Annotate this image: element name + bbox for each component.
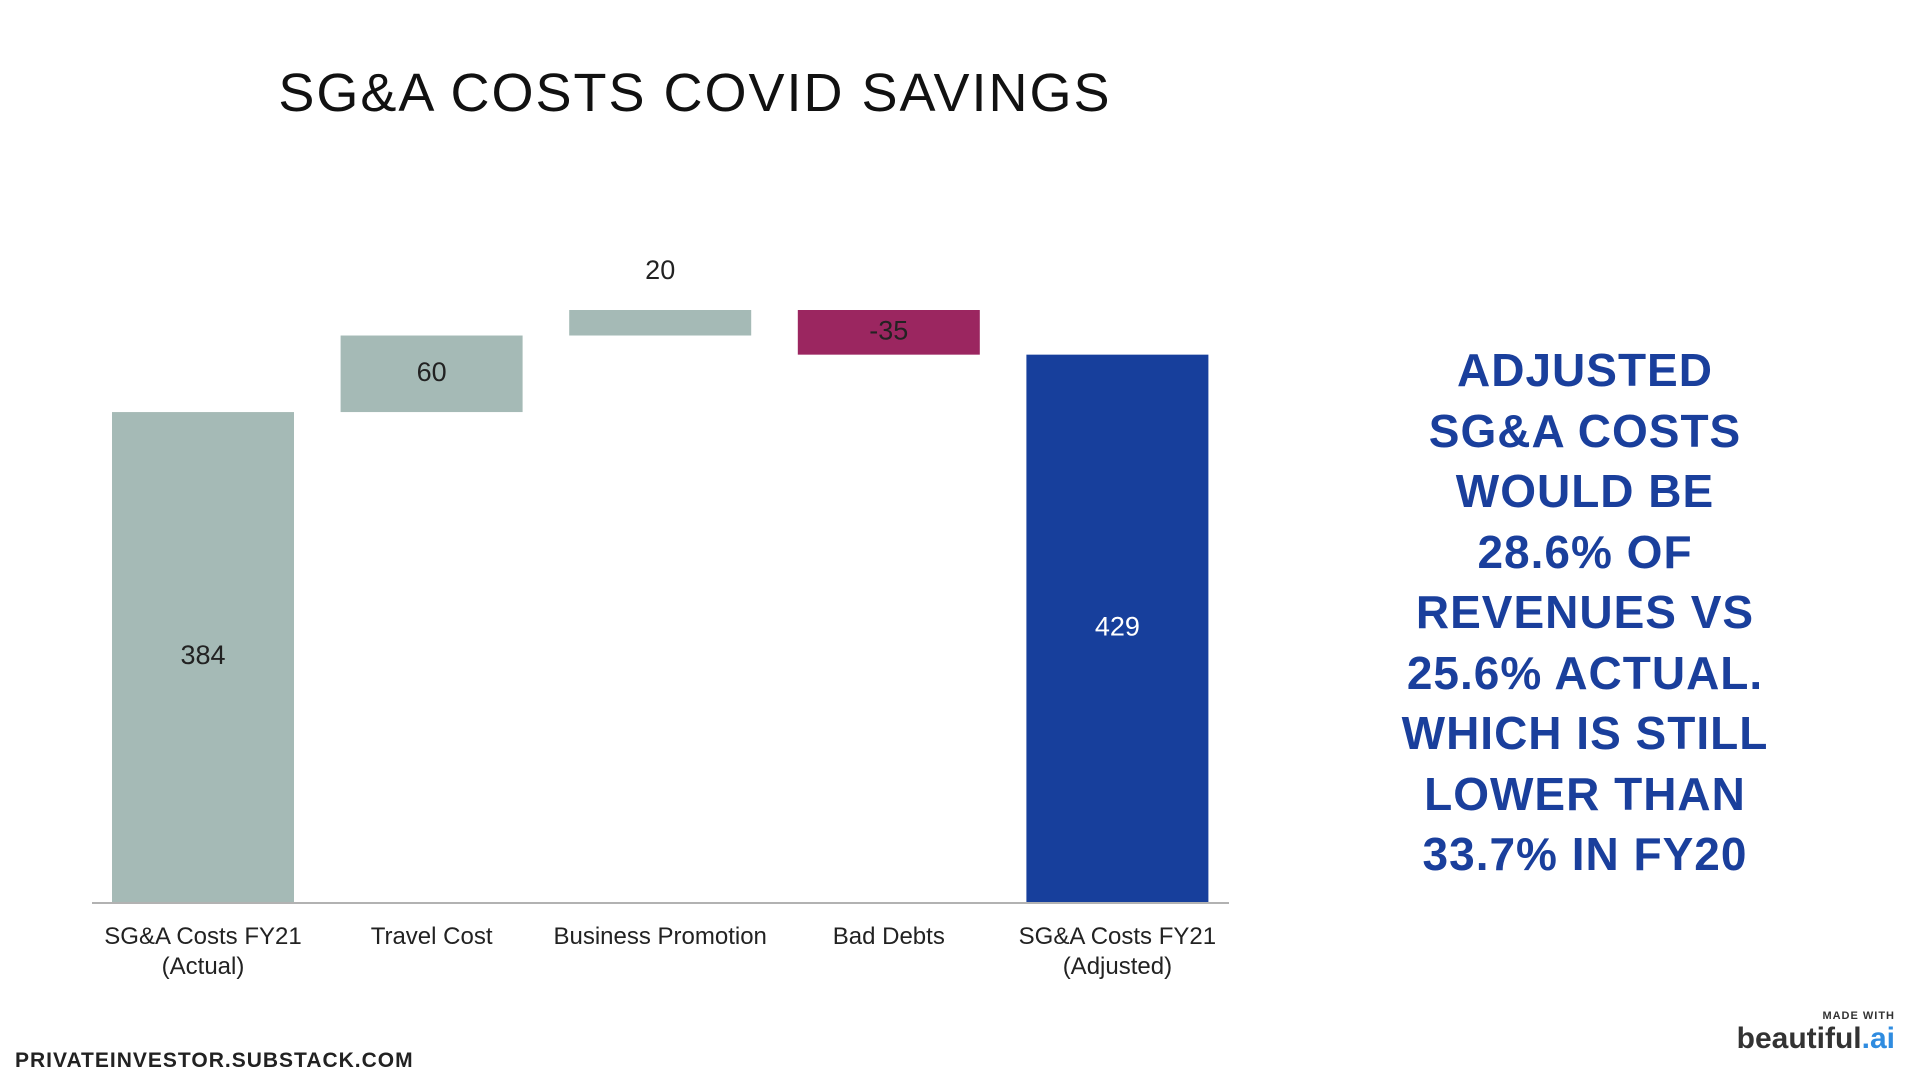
x-tick-label: SG&A Costs FY21 (Adjusted)	[1018, 923, 1217, 980]
bar	[340, 335, 523, 413]
annotation-line: LOWER THAN	[1424, 767, 1746, 820]
annotation-line: 33.7% IN FY20	[1422, 828, 1748, 880]
logo: MADE WITH beautiful.ai	[1737, 1010, 1895, 1056]
data-label: 384	[180, 640, 225, 670]
annotation-line: 28.6% OF	[1477, 525, 1693, 578]
data-label: 20	[645, 255, 675, 285]
x-tick-label: Business Promotion	[553, 923, 767, 950]
brand-name: beautiful	[1736, 1022, 1862, 1055]
data-label: 429	[1095, 611, 1140, 641]
annotation-line: SG&A COSTS	[1428, 404, 1742, 457]
chart-title: SG&A COSTS COVID SAVINGS	[278, 63, 1112, 123]
bar	[797, 310, 980, 355]
x-tick-label: Bad Debts	[832, 923, 945, 950]
data-label: -35	[869, 315, 908, 345]
annotation-line: WHICH IS STILL	[1401, 707, 1769, 759]
annotation-line: WOULD BE	[1455, 465, 1715, 517]
x-tick-label: Travel Cost	[370, 923, 493, 950]
data-label: 60	[417, 357, 447, 387]
annotation: ADJUSTED SG&A COSTS WOULD BE 28.6% OF REVENU…	[1330, 340, 1840, 885]
annotation-line: ADJUSTED	[1457, 344, 1713, 396]
x-tick-label: SG&A Costs FY21 (Actual)	[104, 923, 302, 980]
source: PRIVATEINVESTOR.SUBSTACK.COM	[15, 1049, 414, 1072]
made-with: MADE WITH	[1822, 1010, 1895, 1022]
bar	[1026, 354, 1209, 903]
annotation-line: 25.6% ACTUAL.	[1406, 646, 1764, 699]
brand-suffix: .ai	[1861, 1022, 1895, 1055]
bar	[569, 310, 752, 336]
annotation-line: REVENUES VS	[1415, 586, 1755, 638]
bar	[112, 412, 294, 902]
brand: beautiful.ai	[1737, 1022, 1895, 1056]
